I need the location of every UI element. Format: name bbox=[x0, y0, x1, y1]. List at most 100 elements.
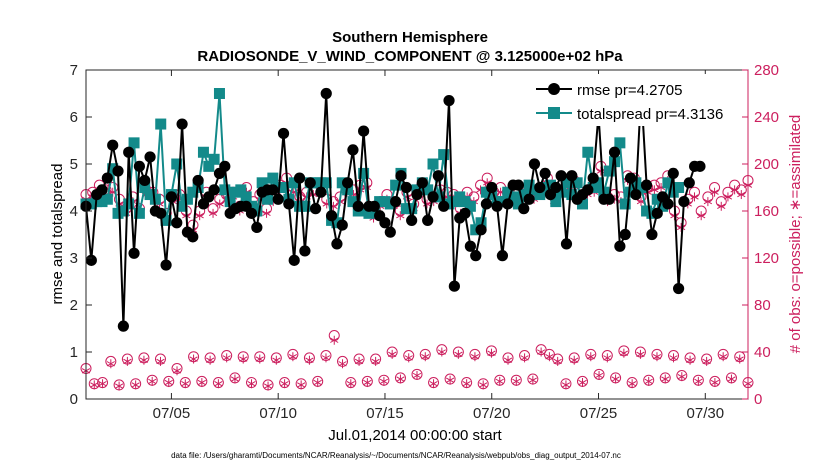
legend-rmse-label: rmse pr=4.2705 bbox=[577, 82, 682, 99]
x-axis-label: Jul.01,2014 00:00:00 start bbox=[328, 427, 502, 444]
y2-tick-label: 200 bbox=[754, 156, 779, 173]
rmse-point bbox=[219, 160, 231, 172]
asterisk-stroke bbox=[644, 378, 653, 385]
asterisk-stroke bbox=[215, 201, 224, 207]
obs-lower-assimilated-marker bbox=[297, 380, 306, 390]
rmse-point bbox=[123, 146, 135, 158]
asterisk-stroke bbox=[247, 381, 256, 387]
spread-point bbox=[331, 217, 343, 229]
rmse-point bbox=[192, 174, 204, 187]
rmse-point bbox=[347, 144, 359, 156]
rmse-point bbox=[96, 184, 108, 196]
asterisk-stroke bbox=[280, 381, 289, 387]
rmse-point bbox=[464, 240, 476, 252]
obs-lower-assimilated-marker bbox=[396, 374, 405, 384]
x-tick-label: 07/20 bbox=[473, 405, 511, 422]
spread-point bbox=[614, 137, 626, 149]
rmse-point bbox=[411, 188, 423, 201]
obs-lower-assimilated-marker bbox=[363, 378, 372, 388]
obs-lower-assimilated-marker bbox=[636, 349, 645, 359]
rmse-point bbox=[267, 184, 279, 196]
rmse-point bbox=[630, 188, 642, 201]
rmse-point bbox=[475, 224, 487, 236]
obs-upper-assimilated-marker bbox=[396, 211, 405, 221]
obs-upper-assimilated-marker bbox=[650, 185, 659, 195]
y2-tick-label: 40 bbox=[754, 344, 771, 361]
obs-lower-assimilated-marker bbox=[454, 349, 463, 359]
rmse-point bbox=[550, 181, 562, 194]
obs-lower-assimilated-marker bbox=[222, 353, 231, 363]
y2-tick-label: 160 bbox=[754, 203, 779, 220]
asterisk-stroke bbox=[730, 187, 739, 193]
spread-point bbox=[219, 184, 231, 196]
obs-upper-assimilated-marker bbox=[723, 192, 733, 202]
asterisk-stroke bbox=[388, 351, 397, 358]
asterisk-stroke bbox=[656, 184, 666, 191]
obs-lower-assimilated-marker bbox=[255, 354, 264, 364]
spread-point bbox=[518, 189, 530, 201]
obs-lower-assimilated-marker bbox=[611, 374, 620, 384]
asterisk-stroke bbox=[495, 378, 504, 385]
spread-point bbox=[390, 179, 402, 191]
spread-point bbox=[566, 189, 578, 201]
asterisk-stroke bbox=[717, 203, 726, 209]
spread-point bbox=[107, 163, 119, 175]
x-tick-label: 07/15 bbox=[366, 405, 404, 422]
asterisk-stroke bbox=[98, 381, 107, 387]
obs-lower-assimilated-marker bbox=[388, 349, 397, 359]
obs-upper-assimilated-marker bbox=[676, 222, 686, 232]
asterisk-stroke bbox=[561, 382, 571, 388]
asterisk-stroke bbox=[676, 224, 686, 231]
asterisk-stroke bbox=[479, 382, 488, 388]
asterisk-stroke bbox=[669, 355, 678, 361]
spread-point bbox=[267, 172, 279, 184]
asterisk-stroke bbox=[690, 194, 699, 200]
asterisk-stroke bbox=[164, 379, 173, 386]
asterisk-stroke bbox=[181, 381, 190, 387]
y2-axis-label: # of obs: o=possible; ∗=assimilated bbox=[787, 115, 804, 354]
spread-point bbox=[550, 196, 562, 208]
asterisk-stroke bbox=[650, 187, 659, 193]
asterisk-stroke bbox=[661, 376, 670, 382]
asterisk-stroke bbox=[512, 378, 521, 385]
y2-tick-label: 240 bbox=[754, 109, 779, 126]
rmse-point bbox=[315, 186, 327, 198]
spread-point bbox=[160, 214, 172, 226]
asterisk-stroke bbox=[454, 351, 463, 358]
obs-lower-assimilated-marker bbox=[288, 352, 298, 362]
x-tick-label: 07/30 bbox=[687, 405, 725, 422]
spread-point bbox=[422, 184, 434, 196]
obs-lower-assimilated-marker bbox=[313, 378, 322, 388]
rmse-point bbox=[432, 170, 444, 182]
rmse-point bbox=[555, 170, 567, 182]
asterisk-stroke bbox=[735, 356, 744, 362]
spread-point bbox=[123, 198, 135, 210]
asterisk-stroke bbox=[536, 349, 546, 355]
asterisk-stroke bbox=[412, 372, 422, 379]
asterisk-stroke bbox=[222, 355, 231, 361]
obs-lower-assimilated-marker bbox=[520, 353, 529, 363]
spread-point bbox=[486, 189, 498, 201]
spread-point bbox=[176, 200, 188, 212]
asterisk-stroke bbox=[462, 381, 471, 387]
asterisk-stroke bbox=[619, 350, 629, 356]
asterisk-stroke bbox=[214, 381, 223, 387]
asterisk-stroke bbox=[114, 383, 124, 389]
asterisk-stroke bbox=[131, 382, 140, 388]
obs-lower-assimilated-marker bbox=[98, 379, 107, 389]
rmse-point bbox=[443, 94, 455, 107]
spread-point bbox=[358, 167, 370, 179]
obs-lower-assimilated-marker bbox=[528, 375, 537, 385]
obs-lower-assimilated-marker bbox=[181, 379, 190, 389]
obs-lower-assimilated-marker bbox=[148, 376, 157, 386]
obs-lower-assimilated-marker bbox=[470, 352, 480, 362]
obs-lower-assimilated-marker bbox=[272, 355, 281, 365]
asterisk-stroke bbox=[487, 350, 496, 356]
spread-point bbox=[619, 198, 631, 210]
spread-point bbox=[213, 88, 225, 99]
asterisk-stroke bbox=[628, 381, 637, 387]
asterisk-stroke bbox=[553, 358, 562, 365]
spread-point bbox=[240, 191, 252, 203]
spread-point bbox=[507, 191, 519, 203]
